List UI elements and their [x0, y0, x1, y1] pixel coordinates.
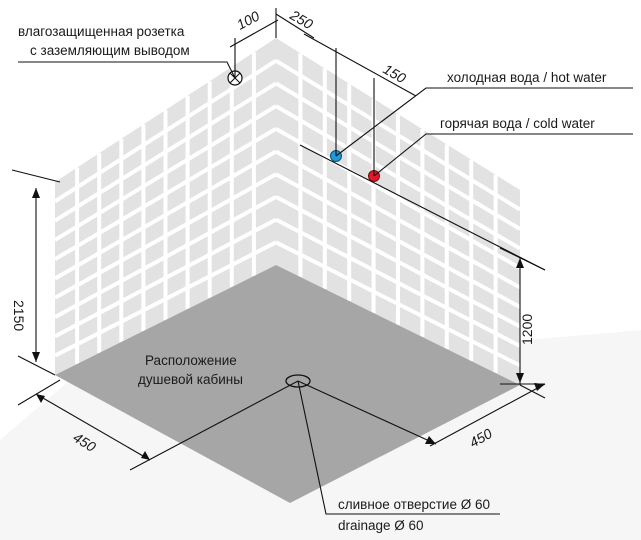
- dimension-lines: [11, 8, 633, 515]
- hot-water-label: горячая вода / cold water: [440, 116, 595, 131]
- drain-label-line2: drainage Ø 60: [338, 518, 424, 533]
- socket-label-line2: с заземляющим выводом: [30, 43, 190, 58]
- left-wall-grout-line: [53, 104, 278, 242]
- dim-socket-offset: 100: [234, 7, 262, 32]
- cabin-label-line1: Расположение: [145, 353, 237, 368]
- right-wall: [274, 38, 522, 385]
- right-wall-grout-line: [275, 217, 521, 348]
- left-wall: [53, 38, 278, 375]
- drain-label-line1: сливное отверстие Ø 60: [338, 497, 490, 512]
- right-wall-grout-line: [274, 104, 522, 251]
- right-wall-grout-line: [275, 149, 521, 290]
- left-wall-grout-line: [53, 81, 278, 223]
- dim-top-left-offset: 250: [287, 6, 316, 32]
- right-wall-grout-line: [275, 195, 521, 329]
- right-wall-grout-line: [275, 172, 521, 309]
- dim-pipe-height: 1200: [519, 314, 535, 345]
- right-wall-grout-line: [275, 240, 521, 368]
- drain-hole: [285, 374, 311, 388]
- left-wall-grout-line: [53, 127, 278, 261]
- left-wall-grout-line: [54, 217, 277, 339]
- dim-pipe-offset: 150: [381, 61, 409, 87]
- left-wall-grout-line: [54, 240, 277, 358]
- left-wall-grout-line: [54, 172, 277, 300]
- socket-label-line1: влагозащищенная розетка: [18, 24, 185, 39]
- cold-water-label: холодная вода / hot water: [447, 70, 607, 85]
- arrowheads: [32, 188, 545, 460]
- cabin-label-line2: душевой кабины: [138, 372, 243, 387]
- left-wall-grout-line: [54, 195, 277, 319]
- left-wall-grout-line: [54, 149, 277, 281]
- dim-wall-height: 2150: [11, 300, 27, 331]
- right-wall-grout-line: [275, 127, 521, 270]
- right-wall-grout-line: [274, 58, 522, 212]
